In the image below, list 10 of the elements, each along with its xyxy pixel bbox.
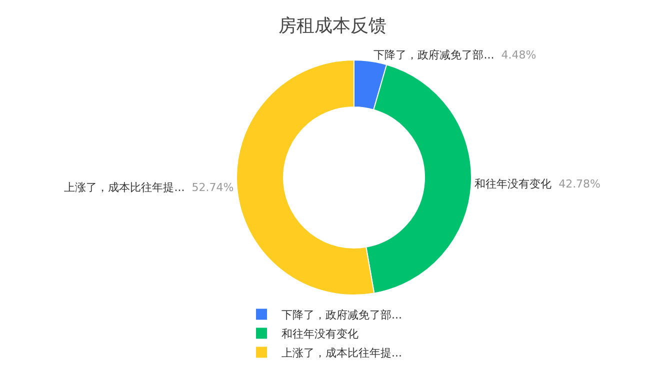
legend-label: 下降了，政府减免了部... <box>282 308 402 322</box>
slice-label: 下降了，政府减免了部... <box>374 48 494 62</box>
data-label: 52.74% <box>192 181 234 194</box>
data-label: 42.78% <box>558 177 601 190</box>
chart-title: 房租成本反馈 <box>278 16 386 37</box>
slice-label: 上涨了，成本比往年提... <box>64 181 185 194</box>
slice-label: 和往年没有变化 <box>474 177 552 190</box>
legend-label: 和往年没有变化 <box>282 327 358 340</box>
data-label: 4.48% <box>501 48 536 62</box>
legend-label: 上涨了，成本比往年提... <box>282 346 402 360</box>
